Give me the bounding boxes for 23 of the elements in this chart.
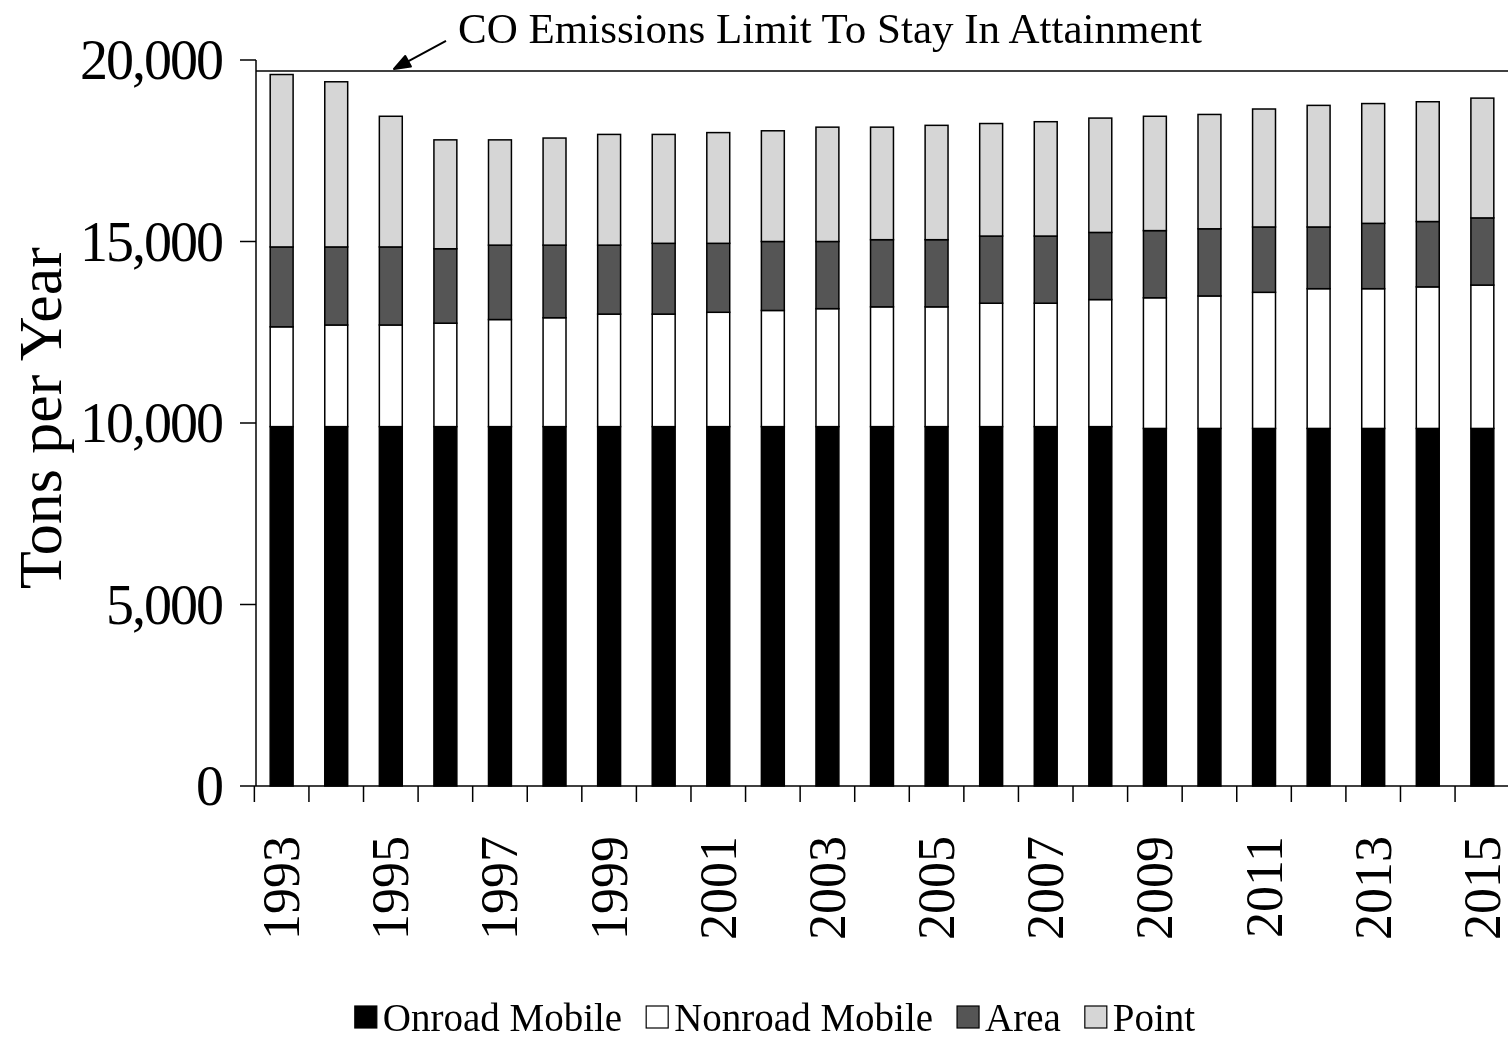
legend-label: Point [1112,995,1196,1038]
x-tick-label: 2009 [1126,836,1184,940]
y-tick-label: 15,000 [80,210,222,273]
y-axis-title: Tons per Year [6,246,74,589]
x-tick-label: 2003 [798,836,856,940]
x-tick-label: 2001 [689,836,747,940]
x-tick-label: 1997 [471,836,529,940]
x-tick-label: 1995 [362,836,420,940]
x-tick-label: 2015 [1453,836,1510,940]
y-tick-label: 10,000 [80,392,222,454]
legend-label: Onroad Mobile [382,995,623,1038]
y-tick-label: 5,000 [106,573,222,636]
x-tick-label: 2007 [1017,836,1075,940]
x-tick-label: 1993 [253,836,311,940]
y-tick-label: 20,000 [80,29,222,91]
x-tick-label: 2005 [908,836,966,940]
legend-label: Area [985,995,1061,1038]
legend-label: Nonroad Mobile [674,995,934,1038]
y-tick-label: 0 [196,755,222,817]
x-tick-label: 1999 [580,836,638,940]
x-tick-label: 2013 [1344,836,1402,940]
x-tick-label: 2011 [1235,836,1293,939]
legend-label: CO Emissions Limit To Stay In Attainment [458,5,1202,53]
